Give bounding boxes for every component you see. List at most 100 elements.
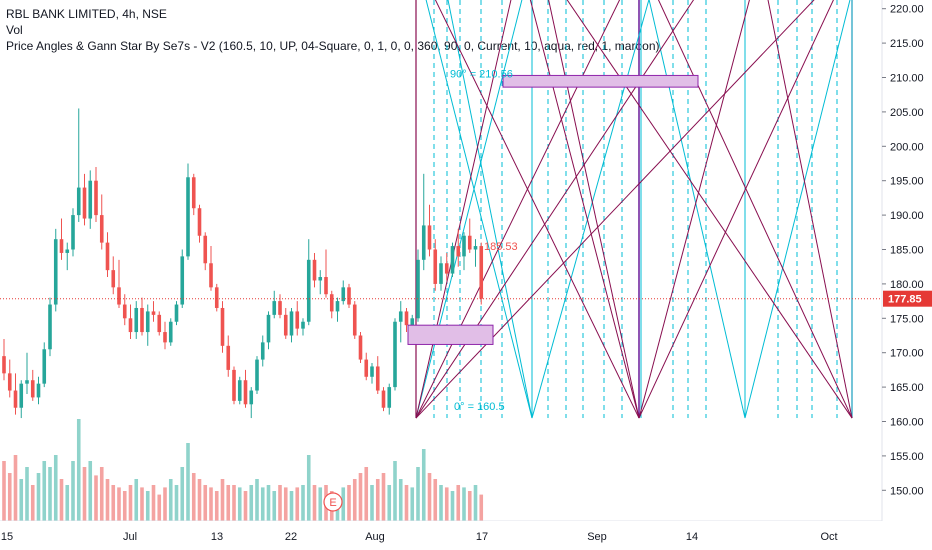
candle-body bbox=[2, 356, 6, 374]
annotation-label-1: 0° = 160.5 bbox=[454, 401, 505, 413]
gann-box-90 bbox=[502, 74, 699, 88]
volume-bar bbox=[410, 487, 415, 521]
y-tick-label: 185.00 bbox=[890, 245, 924, 257]
candle-body bbox=[111, 270, 116, 288]
y-tick-label: 180.00 bbox=[890, 279, 924, 291]
gann-angle-line bbox=[415, 0, 523, 419]
y-tick-label: 150.00 bbox=[890, 485, 924, 497]
gann-angle-line bbox=[447, 0, 533, 419]
candle-body bbox=[168, 321, 173, 343]
volume-bar bbox=[140, 487, 144, 521]
y-tick-label: 160.00 bbox=[890, 417, 924, 429]
volume-bar bbox=[237, 487, 242, 521]
gann-angle-line bbox=[767, 0, 853, 419]
symbol-title[interactable]: RBL BANK LIMITED, 4h, NSE bbox=[6, 7, 167, 21]
candle-body bbox=[163, 332, 167, 343]
gann-angle-line bbox=[531, 0, 650, 419]
volume-bar bbox=[30, 485, 35, 521]
gann-angle-line bbox=[415, 0, 695, 419]
gann-angle-line bbox=[566, 0, 853, 419]
candle-body bbox=[36, 383, 41, 398]
volume-bar bbox=[19, 479, 24, 521]
volume-bar bbox=[76, 419, 81, 521]
volume-bar bbox=[249, 485, 254, 521]
x-tick-label: 17 bbox=[476, 531, 488, 543]
volume-bar bbox=[352, 479, 357, 521]
volume-bar bbox=[71, 461, 75, 521]
candle-body bbox=[255, 359, 259, 391]
volume-bar bbox=[128, 485, 133, 521]
candle-body bbox=[375, 366, 380, 391]
volume-bar bbox=[393, 461, 397, 521]
volume-bar bbox=[53, 455, 58, 521]
candle-body bbox=[220, 307, 225, 346]
volume-bar bbox=[272, 491, 277, 521]
candle-body bbox=[347, 287, 351, 305]
volume-bar bbox=[289, 491, 294, 521]
volume-bar bbox=[191, 473, 196, 521]
volume-bar bbox=[347, 485, 351, 521]
x-tick-label: Aug bbox=[365, 531, 385, 543]
candle-body bbox=[341, 287, 346, 302]
volume-bar bbox=[25, 467, 29, 521]
annotation-label-2: 185.53 bbox=[484, 241, 518, 253]
candle-body bbox=[450, 246, 455, 274]
y-tick-label: 205.00 bbox=[890, 107, 924, 119]
candle-body bbox=[329, 294, 334, 312]
volume-bar bbox=[122, 491, 127, 521]
y-tick-label: 165.00 bbox=[890, 382, 924, 394]
volume-bar bbox=[65, 485, 70, 521]
candle-body bbox=[151, 311, 156, 315]
gann-angle-line bbox=[638, 0, 750, 419]
volume-bar bbox=[341, 487, 346, 521]
volume-bar bbox=[197, 479, 202, 521]
candle-body bbox=[410, 318, 415, 326]
candle-body bbox=[473, 246, 478, 250]
volume-bar bbox=[278, 485, 282, 521]
x-tick-label: Sep bbox=[587, 531, 607, 543]
candle-body bbox=[249, 390, 254, 405]
candle-body bbox=[260, 342, 265, 360]
volume-bar bbox=[214, 491, 219, 521]
volume-bar bbox=[467, 491, 472, 521]
candle-body bbox=[65, 249, 70, 253]
gann-overlay bbox=[415, 0, 853, 419]
candle-body bbox=[335, 301, 340, 312]
volume-bar bbox=[99, 467, 104, 521]
candle-body bbox=[456, 246, 461, 257]
candle-body bbox=[140, 307, 144, 333]
candle-body bbox=[7, 373, 12, 391]
x-tick-label: Jul bbox=[123, 531, 137, 543]
volume-bar bbox=[117, 487, 121, 521]
volume-bar bbox=[381, 473, 386, 521]
volume-bar bbox=[427, 473, 432, 521]
volume-bar bbox=[209, 487, 213, 521]
candle-body bbox=[186, 177, 190, 257]
indicator-legend[interactable]: Price Angles & Gann Star By Se7s - V2 (1… bbox=[6, 39, 660, 53]
candle-body bbox=[25, 380, 29, 384]
candle-body bbox=[289, 311, 294, 336]
candle-body bbox=[301, 321, 305, 329]
candle-body bbox=[48, 304, 52, 350]
candle-body bbox=[53, 239, 58, 305]
candle-body bbox=[157, 314, 162, 333]
volume-bar bbox=[174, 485, 179, 521]
volume-bar bbox=[433, 479, 438, 521]
candle-body bbox=[324, 277, 328, 295]
volume-bars bbox=[2, 419, 484, 521]
candle-body bbox=[318, 277, 323, 281]
candle-body bbox=[444, 263, 449, 274]
volume-legend[interactable]: Vol bbox=[6, 23, 23, 37]
volume-bar bbox=[312, 485, 317, 521]
volume-bar bbox=[186, 443, 190, 521]
volume-bar bbox=[13, 455, 18, 521]
x-tick-label: 14 bbox=[686, 531, 698, 543]
volume-bar bbox=[370, 485, 374, 521]
volume-bar bbox=[266, 485, 271, 521]
gann-angle-line bbox=[744, 0, 851, 419]
candle-body bbox=[404, 311, 409, 326]
volume-bar bbox=[134, 479, 139, 521]
candle-body bbox=[467, 235, 472, 250]
candle-body bbox=[203, 235, 208, 264]
